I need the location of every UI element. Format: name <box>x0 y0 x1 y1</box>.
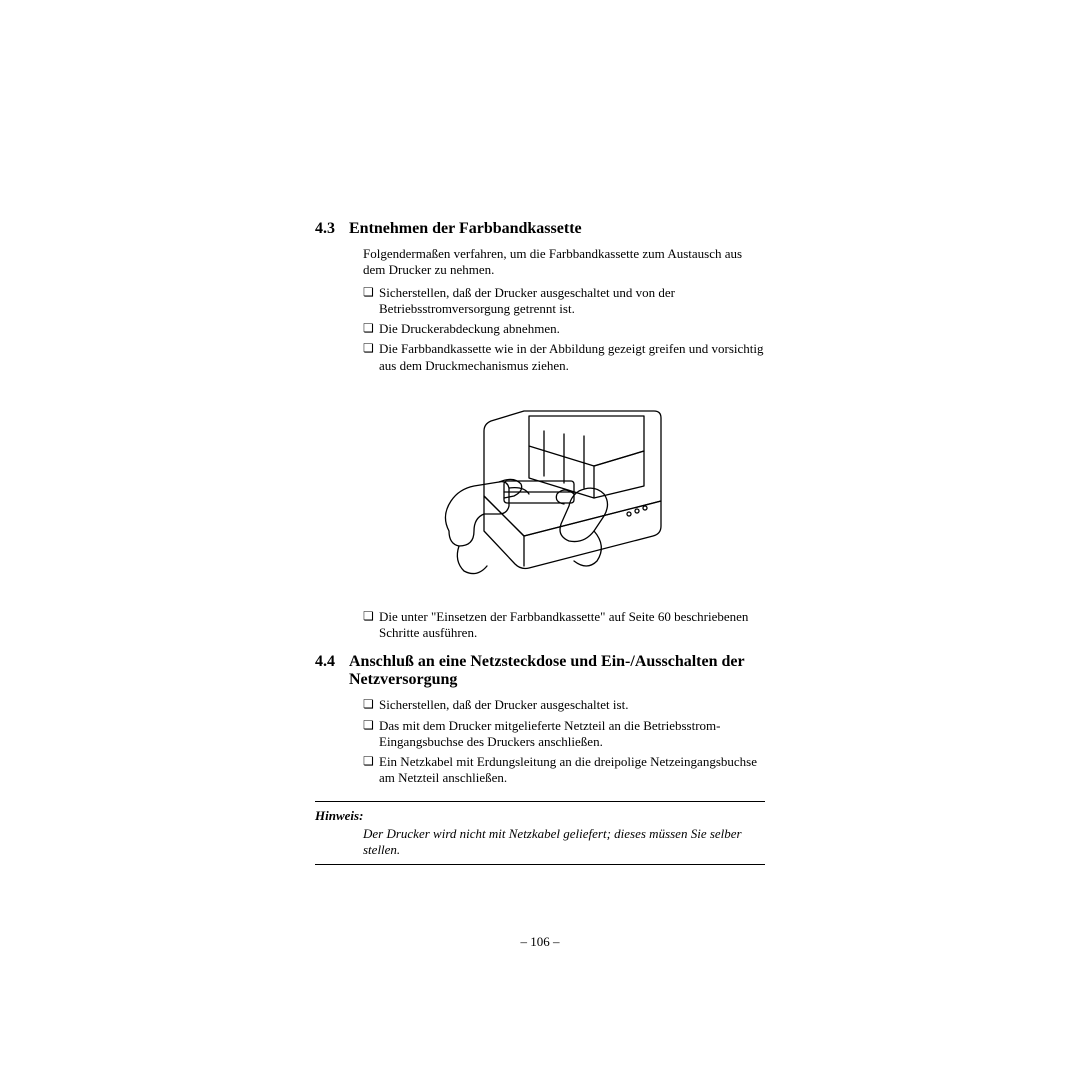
checkbox-bullet-icon: ❏ <box>363 341 379 374</box>
document-page: 4.3 Entnehmen der Farbbandkassette Folge… <box>0 0 1080 1080</box>
list-item: ❏ Die Druckerabdeckung abnehmen. <box>363 321 765 337</box>
list-item-text: Sicherstellen, daß der Drucker ausgescha… <box>379 285 765 318</box>
section-number: 4.4 <box>315 653 349 689</box>
list-item: ❏ Sicherstellen, daß der Drucker ausgesc… <box>363 285 765 318</box>
checkbox-bullet-icon: ❏ <box>363 285 379 318</box>
checkbox-bullet-icon: ❏ <box>363 697 379 713</box>
list-item-text: Sicherstellen, daß der Drucker ausgescha… <box>379 697 765 713</box>
divider <box>315 801 765 802</box>
list-item-text: Die Druckerabdeckung abnehmen. <box>379 321 765 337</box>
divider <box>315 864 765 865</box>
checkbox-bullet-icon: ❏ <box>363 754 379 787</box>
section-number: 4.3 <box>315 220 349 238</box>
list-item: ❏ Das mit dem Drucker mitgelieferte Netz… <box>363 718 765 751</box>
section-4-4-heading: 4.4 Anschluß an eine Netzsteckdose und E… <box>315 653 765 689</box>
list-item-text: Die Farbbandkassette wie in der Abbildun… <box>379 341 765 374</box>
note-body: Der Drucker wird nicht mit Netzkabel gel… <box>363 826 765 859</box>
list-item-text: Die unter "Einsetzen der Farbbandkassett… <box>379 609 765 642</box>
page-number: – 106 – <box>0 934 1080 950</box>
section-4-3-heading: 4.3 Entnehmen der Farbbandkassette <box>315 220 765 238</box>
checkbox-bullet-icon: ❏ <box>363 718 379 751</box>
checkbox-bullet-icon: ❏ <box>363 609 379 642</box>
checkbox-bullet-icon: ❏ <box>363 321 379 337</box>
intro-paragraph: Folgendermaßen verfahren, um die Farbban… <box>363 246 765 279</box>
list-item-text: Das mit dem Drucker mitgelieferte Netzte… <box>379 718 765 751</box>
section-4-4-body: ❏ Sicherstellen, daß der Drucker ausgesc… <box>363 697 765 786</box>
printer-illustration <box>363 386 765 591</box>
section-title: Anschluß an eine Netzsteckdose und Ein-/… <box>349 653 765 689</box>
list-item: ❏ Sicherstellen, daß der Drucker ausgesc… <box>363 697 765 713</box>
list-item: ❏ Ein Netzkabel mit Erdungsleitung an di… <box>363 754 765 787</box>
list-item: ❏ Die unter "Einsetzen der Farbbandkasse… <box>363 609 765 642</box>
section-title: Entnehmen der Farbbandkassette <box>349 220 582 238</box>
list-item: ❏ Die Farbbandkassette wie in der Abbild… <box>363 341 765 374</box>
list-item-text: Ein Netzkabel mit Erdungsleitung an die … <box>379 754 765 787</box>
note-label: Hinweis: <box>315 808 765 824</box>
section-4-3-body: Folgendermaßen verfahren, um die Farbban… <box>363 246 765 641</box>
